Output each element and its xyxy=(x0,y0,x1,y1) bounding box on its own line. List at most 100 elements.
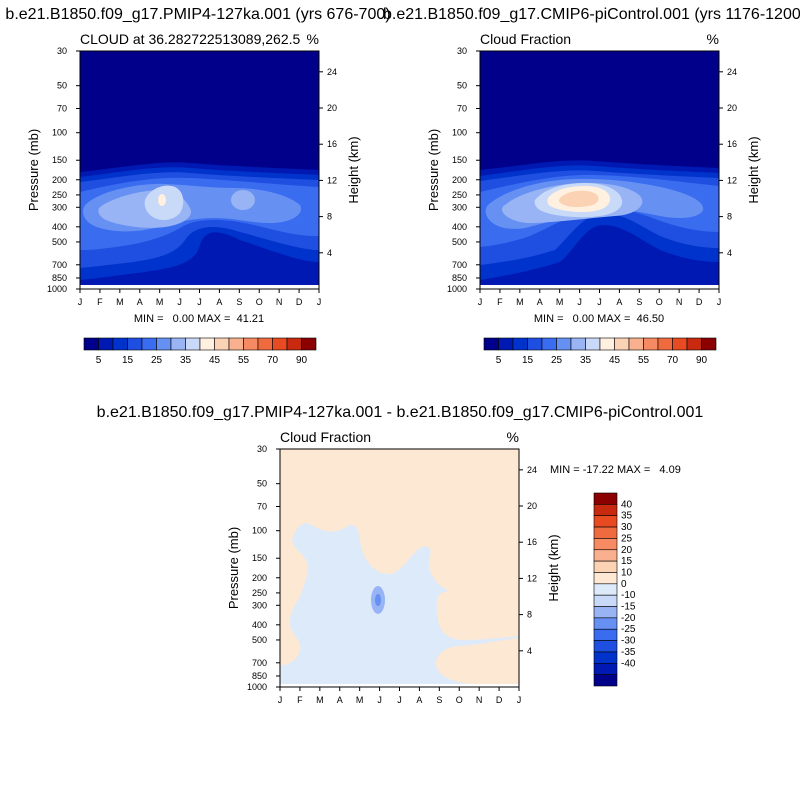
y-tick-label: 70 xyxy=(457,104,467,114)
y-tick-label: 150 xyxy=(452,155,467,165)
colorbar-box xyxy=(286,337,302,351)
colorbar-box xyxy=(686,337,702,351)
colorbar-box xyxy=(272,337,288,351)
colorbar-label: 25 xyxy=(151,355,163,366)
colorbar-box xyxy=(593,583,618,596)
stats-text: MIN = 0.00 MAX = 46.50 xyxy=(534,313,664,325)
panel-difference: b.e21.B1850.f09_g17.PMIP4-127ka.001 - b.… xyxy=(97,404,704,705)
y-right-tick-label: 16 xyxy=(727,139,737,149)
colorbar-box xyxy=(614,337,630,351)
panel-left-label: Cloud Fraction xyxy=(280,429,371,445)
y-tick-label: 1000 xyxy=(247,682,267,692)
colorbar-label: -40 xyxy=(621,658,636,669)
colorbar: 5 15 25 35 45 55 70 90 xyxy=(483,337,717,366)
contour-level-30b xyxy=(231,190,255,210)
x-tick-label: A xyxy=(416,695,422,705)
panel-left-label: CLOUD at 36.282722513089,262.5 xyxy=(80,31,300,47)
x-tick-label: O xyxy=(656,297,663,307)
colorbar-box xyxy=(593,492,618,505)
colorbar-label: 0 xyxy=(621,579,627,590)
colorbar-box xyxy=(127,337,143,351)
x-tick-label: J xyxy=(577,297,582,307)
x-tick-label: M xyxy=(156,297,164,307)
colorbar-box xyxy=(593,628,618,641)
axes: J F M A M J J A S O N D J 30 50 70 100 150 200 250 300 400 500… xyxy=(247,444,537,705)
x-tick-label: S xyxy=(436,695,442,705)
colorbar-box xyxy=(112,337,128,351)
y-tick-label: 500 xyxy=(52,237,67,247)
y-tick-label: 250 xyxy=(452,190,467,200)
y-tick-label: 700 xyxy=(52,260,67,270)
x-tick-label: M xyxy=(516,297,524,307)
colorbar-box xyxy=(483,337,499,351)
y-tick-label: 200 xyxy=(52,175,67,185)
x-tick-label: O xyxy=(456,695,463,705)
contour-level-45 xyxy=(559,190,599,207)
y-right-tick-label: 20 xyxy=(327,103,337,113)
y-right-tick-label: 4 xyxy=(327,248,332,258)
colorbar-label: 20 xyxy=(621,545,633,556)
colorbar-box xyxy=(98,337,114,351)
y-tick-label: 250 xyxy=(252,588,267,598)
colorbar-label: 5 xyxy=(496,355,502,366)
y-tick-label: 200 xyxy=(452,175,467,185)
panel-right-label: % xyxy=(307,31,319,47)
x-tick-label: F xyxy=(297,695,303,705)
y-tick-label: 850 xyxy=(252,671,267,681)
colorbar-box xyxy=(593,606,618,619)
colorbar-box xyxy=(701,337,717,351)
colorbar-box xyxy=(593,549,618,562)
colorbar-box xyxy=(585,337,601,351)
colorbar-label: 25 xyxy=(621,533,633,544)
colorbar-box xyxy=(83,337,99,351)
y-tick-label: 150 xyxy=(252,553,267,563)
x-tick-label: J xyxy=(197,297,202,307)
x-tick-label: J xyxy=(478,297,483,307)
colorbar-box xyxy=(643,337,659,351)
y-tick-label: 1000 xyxy=(447,284,467,294)
x-tick-label: A xyxy=(537,297,543,307)
y-tick-label: 50 xyxy=(57,81,67,91)
colorbar-label: -20 xyxy=(621,613,636,624)
y-axis-label: Pressure (mb) xyxy=(26,129,41,211)
panel-title: b.e21.B1850.f09_g17.PMIP4-127ka.001 (yrs… xyxy=(5,6,390,23)
y-tick-label: 100 xyxy=(52,128,67,138)
y-tick-label: 50 xyxy=(457,81,467,91)
y-right-tick-label: 20 xyxy=(727,103,737,113)
y-right-tick-label: 4 xyxy=(727,248,732,258)
y-tick-label: 70 xyxy=(57,104,67,114)
colorbar-box xyxy=(593,504,618,517)
y-right-tick-label: 24 xyxy=(727,67,737,77)
colorbar-label: 90 xyxy=(296,355,308,366)
colorbar-box xyxy=(512,337,528,351)
x-tick-label: M xyxy=(556,297,564,307)
colorbar-label: 45 xyxy=(609,355,621,366)
contour-pos-patch xyxy=(436,585,519,640)
y-tick-label: 1000 xyxy=(47,284,67,294)
colorbar-label: 35 xyxy=(621,511,633,522)
panel-picontrol: b.e21.B1850.f09_g17.CMIP6-piControl.001 … xyxy=(383,6,800,366)
panel-title: b.e21.B1850.f09_g17.PMIP4-127ka.001 - b.… xyxy=(97,404,704,421)
y-axis-right-label: Height (km) xyxy=(546,534,561,601)
stats-text: MIN = -17.22 MAX = 4.09 xyxy=(550,464,681,476)
surface-band xyxy=(280,684,519,687)
colorbar-box xyxy=(672,337,688,351)
colorbar-box xyxy=(243,337,259,351)
y-tick-label: 300 xyxy=(252,600,267,610)
colorbar-box xyxy=(257,337,273,351)
y-tick-label: 300 xyxy=(452,202,467,212)
y-tick-label: 400 xyxy=(252,620,267,630)
colorbar-box xyxy=(593,674,618,687)
colorbar-box xyxy=(527,337,543,351)
y-tick-label: 500 xyxy=(452,237,467,247)
x-tick-label: J xyxy=(278,695,283,705)
y-right-tick-label: 16 xyxy=(327,139,337,149)
y-tick-label: 400 xyxy=(52,222,67,232)
x-tick-label: M xyxy=(316,695,324,705)
colorbar-box xyxy=(170,337,186,351)
contour-field xyxy=(80,51,319,289)
panel-right-label: % xyxy=(707,31,719,47)
x-tick-label: F xyxy=(497,297,503,307)
colorbar-label: 25 xyxy=(551,355,563,366)
colorbar-box xyxy=(593,560,618,573)
